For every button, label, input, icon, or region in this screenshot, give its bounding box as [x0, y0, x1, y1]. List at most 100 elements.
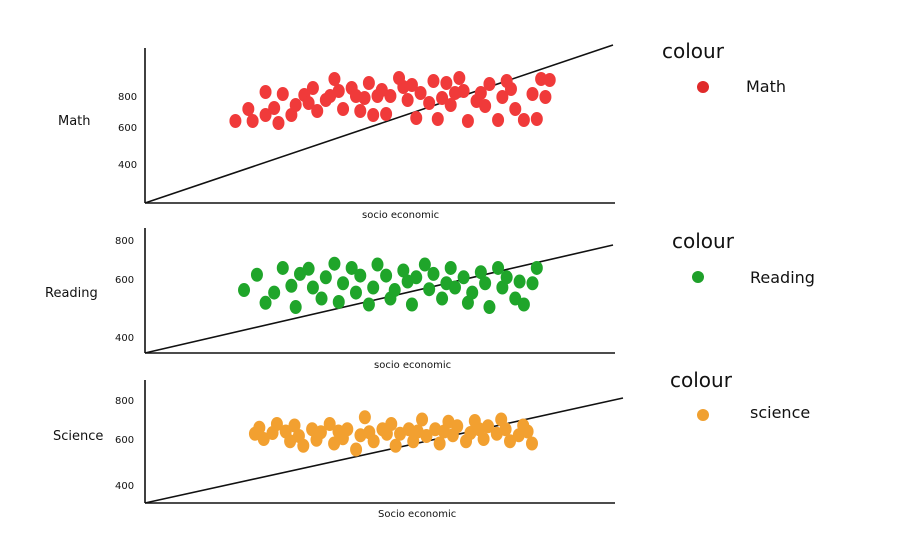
data-point — [358, 410, 371, 425]
x-axis-label: Socio economic — [378, 509, 456, 520]
data-point — [401, 93, 414, 107]
y-axis-label: Reading — [45, 286, 98, 301]
data-point — [257, 432, 270, 446]
y-tick-label: 600 — [115, 435, 134, 446]
data-point — [272, 116, 285, 130]
y-tick-label: 800 — [118, 92, 137, 103]
data-point — [423, 96, 436, 110]
data-point — [337, 276, 350, 291]
data-point — [453, 71, 466, 85]
data-point — [380, 107, 393, 121]
data-point — [444, 260, 457, 275]
y-tick-label: 600 — [118, 123, 137, 134]
data-point — [311, 104, 324, 118]
data-point — [328, 72, 341, 86]
data-point — [509, 102, 522, 116]
data-point — [499, 422, 512, 437]
data-point — [367, 108, 380, 122]
data-point — [314, 425, 327, 440]
data-point — [479, 276, 492, 291]
data-point — [436, 291, 449, 306]
data-point — [423, 282, 436, 297]
data-point — [268, 101, 281, 115]
data-point — [513, 274, 526, 289]
data-point — [384, 89, 397, 103]
data-point — [276, 260, 289, 275]
data-point — [492, 260, 505, 275]
data-point — [466, 285, 479, 300]
data-point — [332, 84, 345, 98]
data-point — [405, 297, 418, 312]
data-point — [474, 265, 487, 280]
data-point — [270, 417, 283, 431]
data-point — [420, 429, 433, 443]
data-point — [535, 72, 548, 86]
data-point — [543, 73, 556, 87]
data-point — [388, 283, 401, 298]
data-point — [483, 77, 496, 91]
data-point — [474, 86, 487, 100]
data-point — [319, 270, 332, 285]
data-point — [306, 280, 319, 295]
data-point — [289, 300, 302, 315]
legend-title: colour — [662, 39, 725, 63]
data-point — [416, 412, 429, 427]
data-point — [530, 260, 543, 275]
data-point — [276, 87, 289, 101]
data-point — [288, 418, 301, 433]
data-point — [328, 256, 341, 271]
data-point — [440, 76, 453, 90]
data-point — [362, 297, 375, 312]
data-point — [341, 422, 354, 437]
data-point — [302, 261, 315, 276]
legend-swatch — [692, 271, 704, 283]
x-axis-label: socio economic — [362, 210, 439, 221]
y-axis-label: Science — [53, 429, 103, 444]
data-point — [433, 436, 446, 451]
legend-label: Reading — [750, 268, 815, 287]
data-point — [444, 98, 457, 112]
data-point — [362, 76, 375, 90]
data-point — [259, 108, 272, 122]
y-tick-label: 400 — [115, 481, 134, 492]
data-point — [410, 270, 423, 285]
data-point — [517, 113, 530, 127]
data-point — [457, 270, 470, 285]
data-point — [500, 270, 513, 285]
data-point — [436, 91, 449, 105]
data-point — [449, 280, 462, 295]
data-point — [332, 294, 345, 309]
data-point — [358, 91, 371, 105]
data-point — [405, 78, 418, 92]
data-point — [297, 438, 310, 453]
data-point — [397, 263, 410, 278]
data-point — [451, 419, 464, 434]
data-point — [246, 114, 259, 128]
data-point — [253, 420, 266, 435]
data-point — [492, 113, 505, 127]
data-point — [427, 266, 440, 281]
x-axis-label: socio economic — [374, 360, 451, 371]
data-point — [345, 260, 358, 275]
data-point — [530, 112, 543, 126]
data-point — [479, 99, 492, 113]
data-point — [289, 98, 302, 112]
data-point — [375, 83, 388, 97]
data-point — [431, 112, 444, 126]
data-point — [380, 268, 393, 283]
data-point — [414, 86, 427, 100]
legend-swatch — [697, 81, 709, 93]
data-point — [306, 81, 319, 95]
data-point — [521, 424, 534, 439]
data-point — [242, 102, 255, 116]
data-point — [367, 280, 380, 295]
legend-label: Math — [746, 77, 786, 96]
data-point — [517, 297, 530, 312]
data-point — [477, 432, 490, 446]
data-point — [367, 434, 380, 449]
y-tick-label: 800 — [115, 396, 134, 407]
data-point — [526, 87, 539, 101]
legend-label: science — [750, 403, 810, 422]
legend-title: colour — [670, 368, 733, 392]
